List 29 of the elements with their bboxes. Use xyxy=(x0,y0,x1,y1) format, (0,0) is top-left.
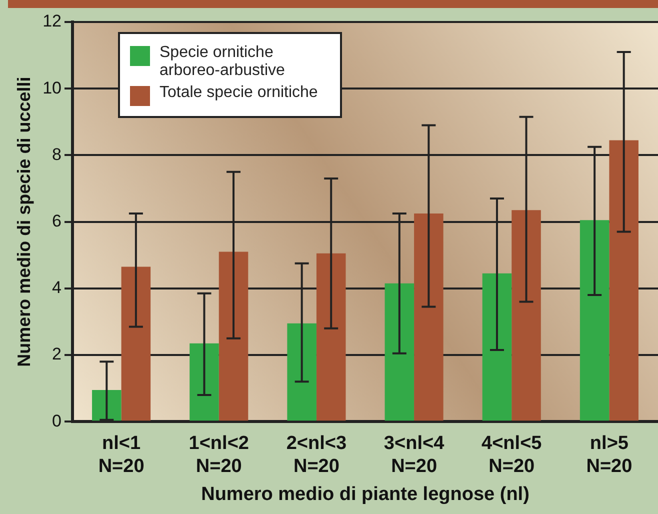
y-tick-label: 8 xyxy=(52,144,62,164)
bar xyxy=(287,323,316,421)
bar xyxy=(316,253,346,421)
legend-label: Specie ornitiche arboreo-arbustive xyxy=(160,44,286,80)
y-tick-label: 2 xyxy=(52,344,62,364)
bar xyxy=(121,266,151,421)
y-tick-label: 12 xyxy=(42,12,62,31)
legend-label: Totale specie ornitiche xyxy=(160,84,318,102)
x-tick-label: 1<nl<2 N=20 xyxy=(188,433,249,478)
y-tick-label: 10 xyxy=(42,78,62,98)
x-tick-label: 3<nl<4 N=20 xyxy=(384,433,445,478)
bar xyxy=(609,140,638,421)
bar xyxy=(482,273,512,421)
bar xyxy=(580,220,610,421)
x-tick-label: 4<nl<5 N=20 xyxy=(482,433,542,478)
x-axis-title: Numero medio di piante legnose (nl) xyxy=(201,484,530,505)
bar xyxy=(92,390,122,421)
y-axis-title: Numero medio di specie di uccelli xyxy=(14,76,34,367)
x-tick-label: nl<1 N=20 xyxy=(98,433,144,478)
y-tick-label: 6 xyxy=(52,211,62,230)
bar xyxy=(414,213,444,421)
bar xyxy=(384,283,414,421)
bar xyxy=(218,252,248,421)
x-tick-label: nl>5 N=20 xyxy=(586,433,632,478)
bar xyxy=(512,210,541,421)
bar xyxy=(190,343,219,421)
x-tick-label: 2<nl<3 N=20 xyxy=(286,433,347,478)
y-tick-label: 4 xyxy=(52,278,62,298)
y-tick-label: 0 xyxy=(52,411,62,430)
